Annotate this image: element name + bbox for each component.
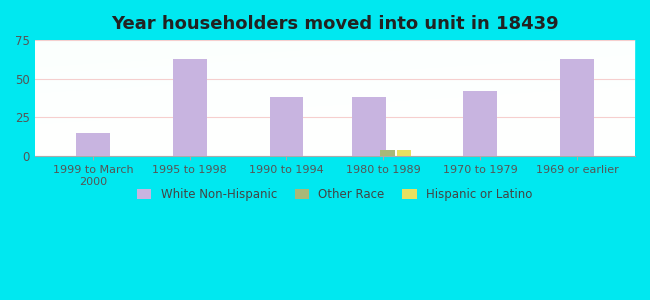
Bar <box>76 133 110 156</box>
Bar <box>270 97 304 156</box>
Bar <box>352 97 385 156</box>
Legend: White Non-Hispanic, Other Race, Hispanic or Latino: White Non-Hispanic, Other Race, Hispanic… <box>133 183 537 206</box>
Bar <box>397 150 411 156</box>
Title: Year householders moved into unit in 18439: Year householders moved into unit in 184… <box>111 15 559 33</box>
Bar <box>380 150 395 156</box>
Bar <box>463 91 497 156</box>
Bar <box>173 59 207 156</box>
Bar <box>560 59 594 156</box>
